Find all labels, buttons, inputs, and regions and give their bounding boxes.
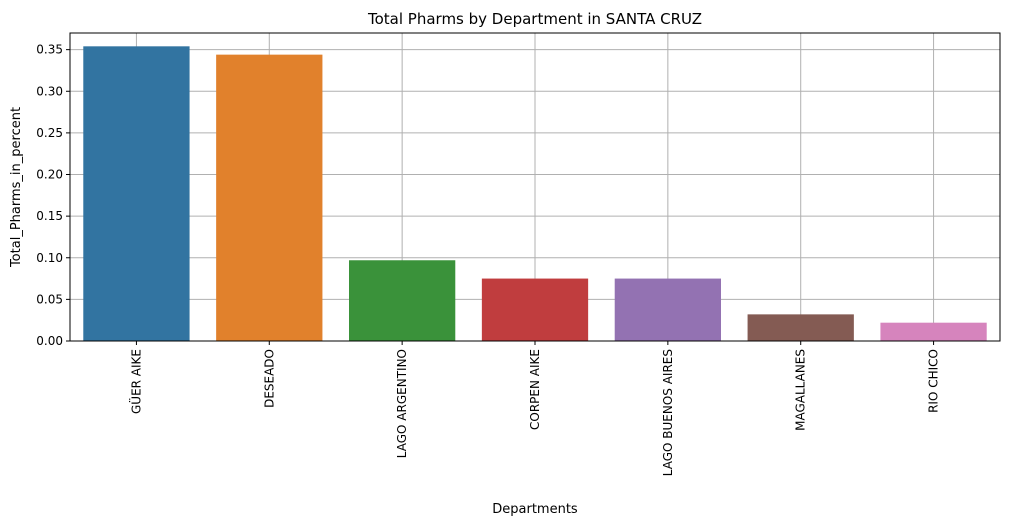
x-tick-label: GÜER AIKE: [127, 349, 143, 414]
chart-title: Total Pharms by Department in SANTA CRUZ: [367, 10, 702, 28]
y-tick-label: 0.25: [36, 126, 63, 140]
x-tick-label: MAGALLANES: [794, 349, 808, 431]
y-axis-label: Total_Pharms_in_percent: [9, 107, 24, 268]
bar: [747, 314, 854, 341]
x-tick-label: LAGO BUENOS AIRES: [661, 349, 675, 476]
bar: [349, 260, 456, 341]
axes-layer: 0.00 0.05 0.10 0.15 0.20 0.25 0.30 0.35 GÜER AIK…: [36, 32, 1001, 476]
y-tick-label: 0.30: [36, 84, 63, 98]
bar: [216, 54, 323, 341]
y-tick-label: 0.20: [36, 168, 63, 182]
y-tick-label: 0.35: [36, 43, 63, 57]
x-tick-label: CORPEN AIKE: [528, 349, 542, 430]
bar: [614, 278, 721, 341]
y-tick-label: 0.00: [36, 334, 63, 348]
bars-layer: [83, 46, 987, 342]
x-tick-label: DESEADO: [262, 349, 276, 408]
y-tick-label: 0.05: [36, 292, 63, 306]
x-tick-label: RIO CHICO: [927, 349, 941, 413]
x-axis-label: Departments: [492, 502, 578, 517]
bar: [83, 46, 190, 342]
x-tick-label: LAGO ARGENTINO: [395, 349, 409, 458]
bar: [481, 278, 589, 341]
bar: [880, 322, 987, 341]
y-tick-label: 0.15: [36, 209, 63, 223]
y-tick-label: 0.10: [36, 251, 63, 265]
plot-frame: [69, 32, 1001, 342]
